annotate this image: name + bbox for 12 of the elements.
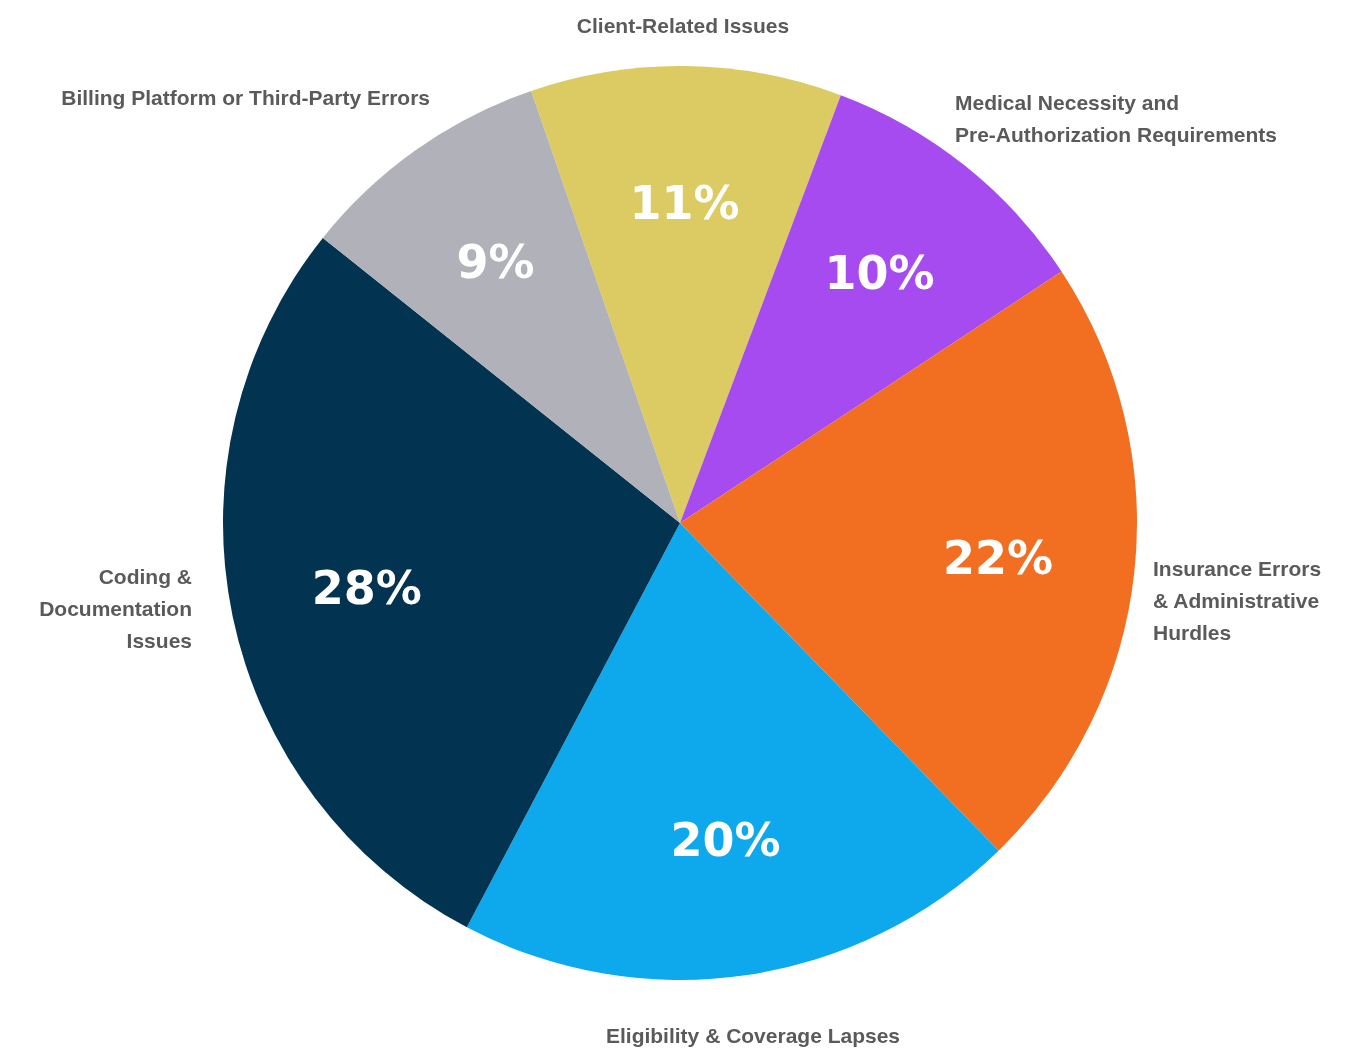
- data-label: 28%: [311, 561, 422, 616]
- slice-label: Insurance Errors & Administrative Hurdles: [1153, 557, 1322, 644]
- data-label: 9%: [456, 234, 535, 289]
- slice-label: Coding & Documentation Issues: [39, 565, 192, 652]
- data-label: 22%: [942, 530, 1054, 585]
- slice-label: Client-Related Issues: [576, 14, 790, 37]
- slice-label: Billing Platform or Third-Party Errors: [61, 86, 430, 109]
- slice-label: Medical Necessity and Pre-Authorization Requirements: [955, 91, 1278, 146]
- data-label: 10%: [824, 245, 935, 300]
- slice-label: Eligibility & Coverage Lapses: [605, 1024, 901, 1047]
- data-label: 20%: [670, 812, 781, 867]
- data-label: 11%: [629, 176, 740, 231]
